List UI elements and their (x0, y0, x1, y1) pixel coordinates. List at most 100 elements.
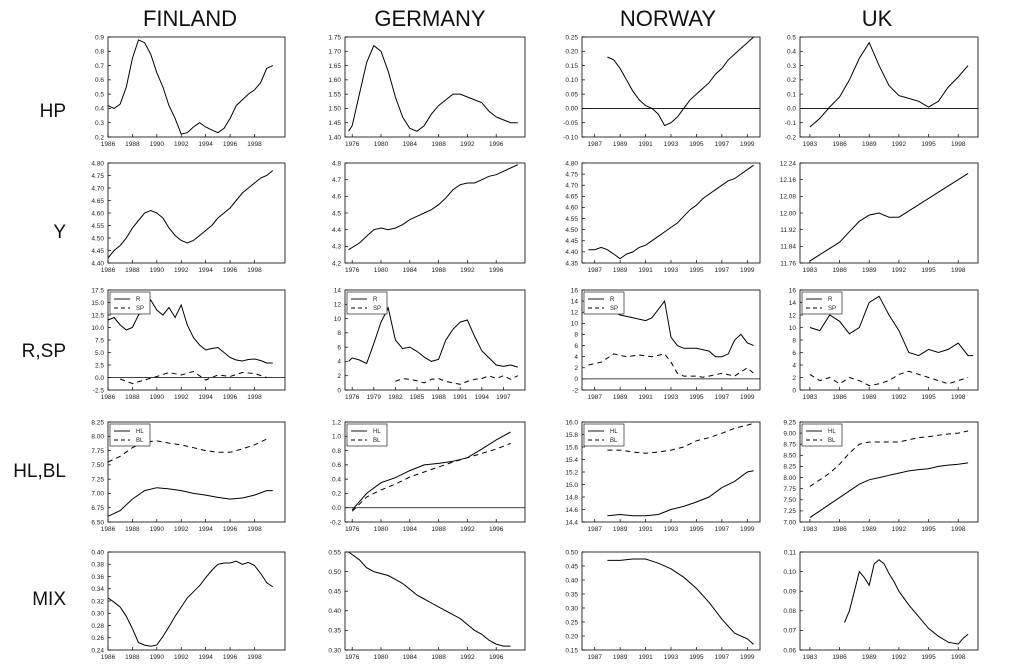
y-tick-label: 1.40 (328, 134, 341, 141)
x-tick-label: 1992 (892, 267, 907, 274)
x-tick-label: 1995 (921, 267, 936, 274)
legend: R SP (801, 291, 843, 315)
y-tick-label: 1.45 (328, 120, 341, 127)
x-tick-label: 1998 (951, 394, 966, 401)
x-tick-label: 1995 (689, 526, 704, 533)
panel-frame (107, 421, 286, 523)
series-line-value (607, 36, 754, 127)
x-tick-label: 1992 (174, 141, 189, 148)
y-tick-label: 0.2 (332, 491, 341, 498)
country-title-finland: FINLAND (143, 6, 237, 31)
x-tick-label: 1984 (403, 654, 418, 661)
y-tick-label: 0.0 (787, 106, 796, 113)
legend-box (583, 291, 625, 315)
y-tick-label: 15.2 (565, 469, 578, 476)
y-tick-label: 10 (789, 325, 797, 332)
y-tick-label: 8 (792, 337, 796, 344)
y-tick-label: 14 (334, 287, 342, 294)
y-tick-label: 0.3 (787, 63, 796, 70)
y-tick-label: 8.00 (91, 434, 104, 441)
x-tick-label: 1986 (101, 654, 116, 661)
x-tick-label: 1987 (587, 141, 602, 148)
legend-label-r: R (610, 297, 615, 303)
legend-label-r: R (828, 297, 833, 303)
y-tick-label: 4.65 (565, 194, 578, 201)
y-tick-label: 15.6 (565, 444, 578, 451)
x-tick-label: 1989 (862, 267, 877, 274)
country-title-germany: GERMANY (374, 6, 486, 31)
x-tick-label: 1988 (125, 654, 140, 661)
legend: R SP (346, 291, 388, 315)
x-tick-label: 1989 (862, 141, 877, 148)
y-tick-label: 14.4 (565, 519, 578, 526)
y-tick-label: 4.80 (565, 160, 578, 167)
legend-label-hl: HL (136, 429, 144, 435)
x-tick-label: 1976 (345, 394, 360, 401)
series-line-hl (809, 462, 969, 519)
y-tick-label: 0.7 (95, 63, 104, 70)
x-tick-label: 1976 (345, 526, 360, 533)
x-tick-label: 1986 (832, 394, 847, 401)
y-tick-label: 4.75 (565, 171, 578, 178)
y-tick-label: 0.06 (783, 647, 796, 654)
y-tick-label: 0.08 (783, 608, 796, 615)
y-tick-label: 0.40 (565, 577, 578, 584)
y-tick-label: -2.5 (93, 387, 105, 394)
series-line-bl (809, 430, 969, 487)
legend: HL BL (583, 423, 625, 447)
x-tick-label: 1994 (198, 267, 213, 274)
x-tick-label: 1995 (689, 394, 704, 401)
legend: HL BL (109, 423, 151, 447)
y-tick-label: -2 (572, 387, 578, 394)
x-tick-label: 1984 (403, 526, 418, 533)
x-tick-label: 1989 (613, 141, 628, 148)
y-tick-label: 14.6 (565, 507, 578, 514)
x-tick-label: 1992 (892, 141, 907, 148)
panel-frame (107, 36, 286, 138)
x-tick-label: 1992 (460, 526, 475, 533)
x-tick-label: 1988 (431, 267, 446, 274)
series-line-bl (351, 442, 511, 512)
y-tick-label: -0.2 (785, 134, 797, 141)
y-tick-label: 14.8 (565, 494, 578, 501)
y-tick-label: 1.60 (328, 77, 341, 84)
y-tick-label: 0.32 (91, 598, 104, 605)
x-tick-label: 1993 (664, 141, 679, 148)
y-tick-label: 1.75 (328, 34, 341, 41)
y-tick-label: 11.76 (780, 260, 796, 267)
legend: HL BL (346, 423, 388, 447)
x-tick-label: 1989 (613, 267, 628, 274)
series-line-hl (607, 470, 754, 517)
x-tick-label: 1976 (345, 654, 360, 661)
y-tick-label: 0.20 (565, 633, 578, 640)
row-label-hl-bl: HL,BL (13, 461, 66, 482)
series-line-sp (395, 375, 519, 385)
panel-uk-y: 12.24 12.16 12.08 12.00 11.92 11.84 11.76 1983 1… (780, 160, 979, 274)
y-tick-label: 0.24 (91, 647, 104, 654)
y-tick-label: 0.6 (95, 77, 104, 84)
panel-germany-mix: 0.55 0.50 0.45 0.40 0.35 0.30 1976 1980 1984 1988… (328, 549, 526, 661)
y-tick-label: 4.60 (91, 210, 104, 217)
y-tick-label: 0.8 (332, 448, 341, 455)
row-label-mix: MIX (32, 589, 66, 610)
x-tick-label: 1986 (832, 526, 847, 533)
legend-box (801, 291, 843, 315)
x-tick-label: 1984 (403, 267, 418, 274)
panel-uk-r-sp: 16 14 12 10 8 6 4 2 0 1983 1986 1989 1992 1995 1998 R SP (789, 287, 979, 401)
y-tick-label: 0.36 (91, 574, 104, 581)
series-line-sp (809, 370, 969, 387)
panel-germany-r-sp: 14 12 10 8 6 4 2 0 1976 1979 1982 1985 1988 1991 1994 1… (334, 287, 526, 401)
x-tick-label: 1996 (489, 654, 504, 661)
y-tick-label: 8.00 (783, 475, 796, 482)
x-tick-label: 1991 (638, 654, 653, 661)
x-tick-label: 1988 (125, 394, 140, 401)
y-tick-label: 8 (574, 332, 578, 339)
y-tick-label: 4.6 (332, 194, 341, 201)
y-tick-label: 12.16 (780, 177, 797, 184)
x-tick-label: 1979 (367, 394, 382, 401)
y-tick-label: 4 (337, 359, 341, 366)
row-label-y: Y (53, 222, 66, 243)
series-line-value (809, 172, 969, 262)
